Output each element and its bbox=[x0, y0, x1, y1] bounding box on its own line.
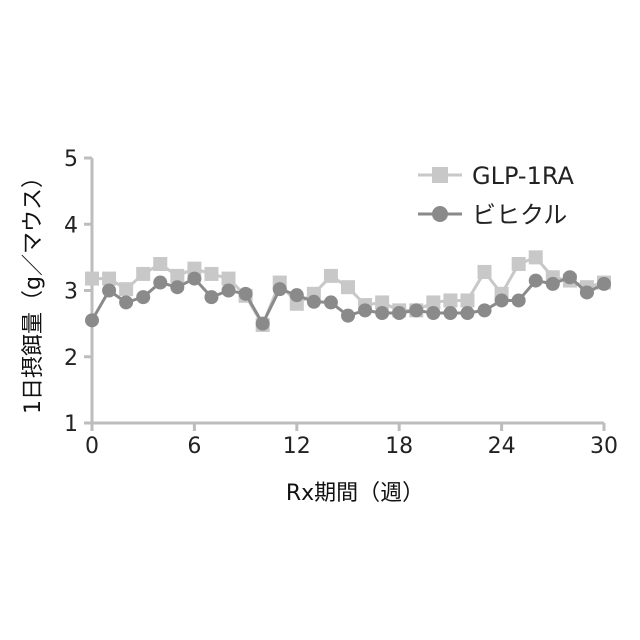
data-point-square bbox=[443, 293, 457, 307]
data-point-square bbox=[119, 282, 133, 296]
x-axis-title: Rx期間（週） bbox=[286, 481, 424, 506]
data-point-square bbox=[102, 272, 116, 286]
data-point-square bbox=[478, 265, 492, 279]
data-point-circle bbox=[290, 288, 304, 302]
data-point-circle bbox=[204, 290, 218, 304]
data-point-circle bbox=[307, 295, 321, 309]
y-tick-label: 3 bbox=[64, 280, 78, 305]
data-point-circle bbox=[187, 272, 201, 286]
x-tick-label: 30 bbox=[590, 434, 618, 459]
legend-item-vehicle: ビヒクル bbox=[418, 201, 567, 229]
y-ticks: 1 2 3 4 5 bbox=[64, 147, 92, 437]
data-point-circle bbox=[136, 290, 150, 304]
series-vehicle bbox=[85, 270, 611, 330]
data-point-circle bbox=[392, 306, 406, 320]
series-layer bbox=[85, 250, 611, 332]
data-point-square bbox=[204, 267, 218, 281]
y-tick-label: 5 bbox=[64, 147, 78, 172]
data-point-square bbox=[153, 257, 167, 271]
data-point-circle bbox=[478, 303, 492, 317]
data-point-circle bbox=[409, 303, 423, 317]
data-point-circle bbox=[563, 270, 577, 284]
data-point-circle bbox=[170, 280, 184, 294]
legend-marker-square bbox=[432, 167, 448, 183]
legend-item-glp1ra: GLP-1RA bbox=[418, 162, 575, 190]
x-tick-label: 18 bbox=[385, 434, 413, 459]
data-point-square bbox=[460, 293, 474, 307]
legend-label-glp1ra: GLP-1RA bbox=[472, 162, 575, 190]
data-point-circle bbox=[239, 287, 253, 301]
data-point-circle bbox=[222, 284, 236, 298]
data-point-square bbox=[512, 257, 526, 271]
data-point-circle bbox=[580, 285, 594, 299]
data-point-circle bbox=[375, 306, 389, 320]
data-point-circle bbox=[256, 317, 270, 331]
legend-label-vehicle: ビヒクル bbox=[472, 201, 567, 229]
y-axis-title: 1日摂餌量（g／マウス） bbox=[21, 166, 46, 414]
x-tick-label: 0 bbox=[85, 434, 99, 459]
x-tick-label: 6 bbox=[187, 434, 201, 459]
x-ticks: 0 6 12 18 24 30 bbox=[85, 423, 618, 459]
data-point-circle bbox=[546, 277, 560, 291]
legend-marker-circle bbox=[432, 206, 448, 222]
data-point-circle bbox=[85, 313, 99, 327]
data-point-circle bbox=[460, 306, 474, 320]
legend: GLP-1RA ビヒクル bbox=[418, 162, 575, 229]
data-point-circle bbox=[443, 306, 457, 320]
data-point-square bbox=[324, 269, 338, 283]
data-point-square bbox=[85, 272, 99, 286]
data-point-circle bbox=[495, 293, 509, 307]
data-point-circle bbox=[119, 295, 133, 309]
data-point-circle bbox=[102, 284, 116, 298]
x-tick-label: 12 bbox=[283, 434, 311, 459]
data-point-square bbox=[136, 267, 150, 281]
data-point-circle bbox=[597, 277, 611, 291]
data-point-circle bbox=[324, 295, 338, 309]
data-point-square bbox=[222, 272, 236, 286]
data-point-circle bbox=[426, 306, 440, 320]
data-point-circle bbox=[529, 274, 543, 288]
y-tick-label: 2 bbox=[64, 346, 78, 371]
data-point-square bbox=[529, 250, 543, 264]
y-tick-label: 4 bbox=[64, 213, 78, 238]
x-tick-label: 24 bbox=[488, 434, 516, 459]
y-tick-label: 1 bbox=[64, 412, 78, 437]
data-point-circle bbox=[273, 282, 287, 296]
data-point-circle bbox=[512, 293, 526, 307]
data-point-square bbox=[341, 280, 355, 294]
data-point-circle bbox=[341, 309, 355, 323]
data-point-circle bbox=[358, 303, 372, 317]
data-point-circle bbox=[153, 276, 167, 290]
